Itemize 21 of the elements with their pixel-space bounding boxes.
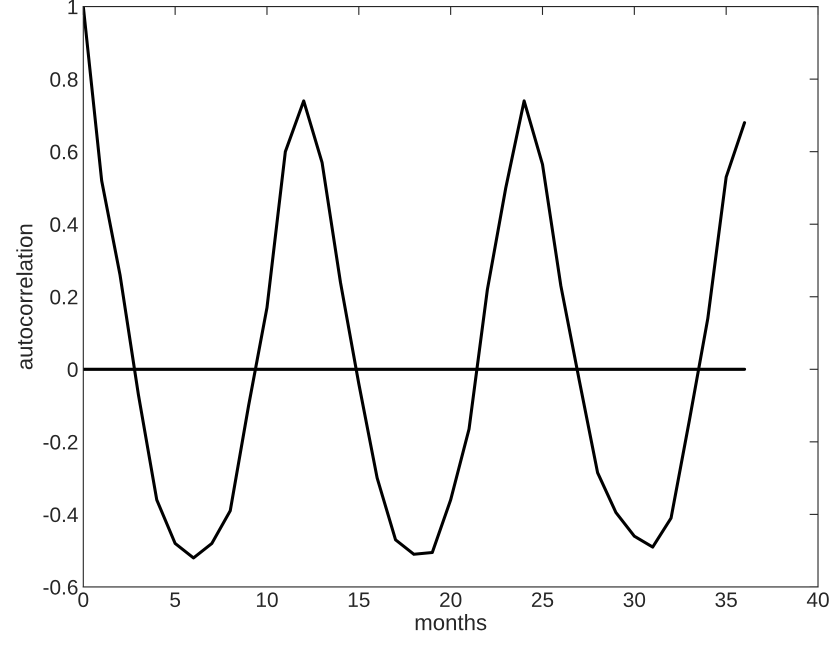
y-tick-label: 0.2 [50,290,78,305]
x-tick-label: 10 [256,592,278,608]
x-tick-label: 15 [348,592,370,608]
x-tick-label: 40 [806,592,829,608]
x-tick-label: 30 [624,592,646,608]
line-series [83,6,746,560]
y-tick-label: -0.2 [43,434,78,450]
x-tick-label: 20 [440,592,462,608]
y-axis-title: autocorrelation [16,224,33,370]
y-tick-label: -0.4 [43,507,78,522]
y-tick-label: -0.6 [43,580,78,595]
y-tick-label: 0.8 [50,72,78,87]
x-tick-label: 5 [170,592,180,608]
x-tick-label: 0 [78,592,88,608]
x-tick-label: 35 [715,592,737,608]
y-tick-label: 0 [68,362,78,378]
x-axis-title: months [416,614,486,630]
y-tick-label: 0.4 [50,217,78,232]
y-tick-label: 1 [68,0,78,14]
y-tick-label: 0.6 [50,144,78,160]
x-tick-label: 25 [532,592,554,608]
